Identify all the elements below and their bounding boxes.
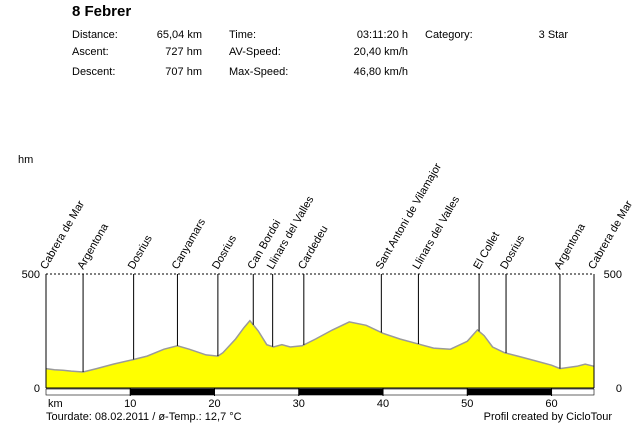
waypoint-label: Cardedeu	[296, 224, 331, 272]
y-tick-label-right: 0	[616, 383, 622, 395]
category-label: Category:	[425, 29, 473, 41]
x-tick-label: 10	[124, 398, 136, 410]
distance-bar-segment	[298, 388, 384, 396]
x-tick-label: 50	[461, 398, 473, 410]
waypoint-label: Argentona	[75, 221, 111, 272]
waypoint-label: Argentona	[552, 221, 588, 272]
category-value: 3 Star	[538, 29, 568, 41]
avspeed-value: 20,40 km/h	[353, 46, 408, 58]
elevation-area	[46, 320, 594, 388]
avspeed-label: AV-Speed:	[229, 46, 281, 58]
waypoint-label: Cabrera de Mar	[586, 198, 635, 271]
distance-value: 65,04 km	[156, 29, 202, 41]
distance-bar-segment	[551, 388, 595, 396]
distance-bar-segment	[382, 388, 468, 396]
descent-label: Descent:	[72, 66, 116, 78]
waypoint-label: Canyamars	[170, 216, 209, 271]
time-value: 03:11:20 h	[356, 29, 408, 41]
x-tick-label: 30	[293, 398, 305, 410]
maxspeed-label: Max-Speed:	[229, 66, 289, 78]
distance-bar-segment	[45, 388, 131, 396]
tourdate-text: Tourdate: 08.02.2011 / ø-Temp.: 12,7 °C	[46, 411, 242, 423]
x-tick-label: 40	[377, 398, 389, 410]
distance-bar-segment	[214, 388, 300, 396]
x-tick-label: 20	[208, 398, 220, 410]
elevation-line	[45, 319, 595, 373]
distance-label: Distance:	[72, 29, 118, 41]
descent-value: 707 hm	[165, 66, 202, 78]
waypoint-label: Sant Antoni de Vilamajor	[374, 161, 445, 271]
y-tick-label-right: 500	[604, 269, 622, 281]
tour-title: 8 Febrer	[72, 3, 132, 20]
waypoint-label: Dosrius	[498, 233, 527, 272]
distance-bar-segment	[466, 388, 552, 396]
y-tick-label-left: 500	[22, 269, 40, 281]
profile-credit: Profil created by CicloTour	[483, 411, 612, 423]
maxspeed-value: 46,80 km/h	[353, 66, 408, 78]
ascent-label: Ascent:	[72, 46, 109, 58]
waypoint-label: Dosrius	[210, 233, 239, 272]
ascent-value: 727 hm	[165, 46, 202, 58]
y-tick-label-left: 0	[34, 383, 40, 395]
x-axis-unit-label: km	[48, 398, 63, 410]
x-tick-label: 60	[545, 398, 557, 410]
y-axis-unit-label: hm	[18, 154, 33, 166]
distance-bar-segment	[129, 388, 215, 396]
waypoint-label: Dosrius	[126, 233, 155, 272]
time-label: Time:	[229, 29, 257, 41]
